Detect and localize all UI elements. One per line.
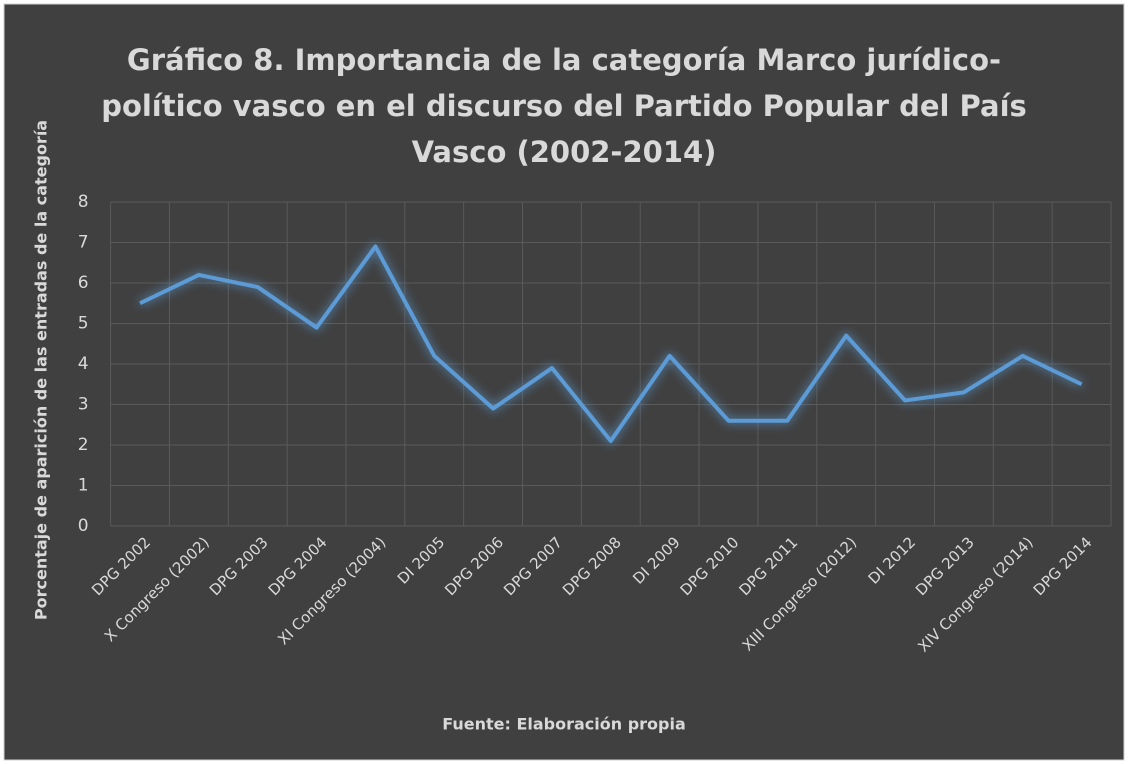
y-tick-label: 1 <box>78 476 89 496</box>
data-line <box>139 244 1083 443</box>
y-tick-label: 5 <box>78 314 89 334</box>
y-axis-title: Porcentaje de aparición de las entradas … <box>32 120 51 620</box>
y-tick-label: 2 <box>78 435 89 455</box>
title-line: Gráfico 8. Importancia de la categoría M… <box>127 43 1001 77</box>
y-tick-label: 7 <box>78 233 89 253</box>
x-axis-title: Fuente: Elaboración propia <box>442 715 686 734</box>
y-tick-label: 8 <box>78 192 89 212</box>
y-tick-label: 4 <box>78 354 89 374</box>
title-line: político vasco en el discurso del Partid… <box>101 89 1027 123</box>
y-tick-label: 3 <box>78 395 89 415</box>
title-line: Vasco (2002-2014) <box>412 135 717 169</box>
y-tick-label: 6 <box>78 273 89 293</box>
y-tick-label: 0 <box>78 516 89 536</box>
chart-title: Gráfico 8. Importancia de la categoría M… <box>101 43 1027 169</box>
